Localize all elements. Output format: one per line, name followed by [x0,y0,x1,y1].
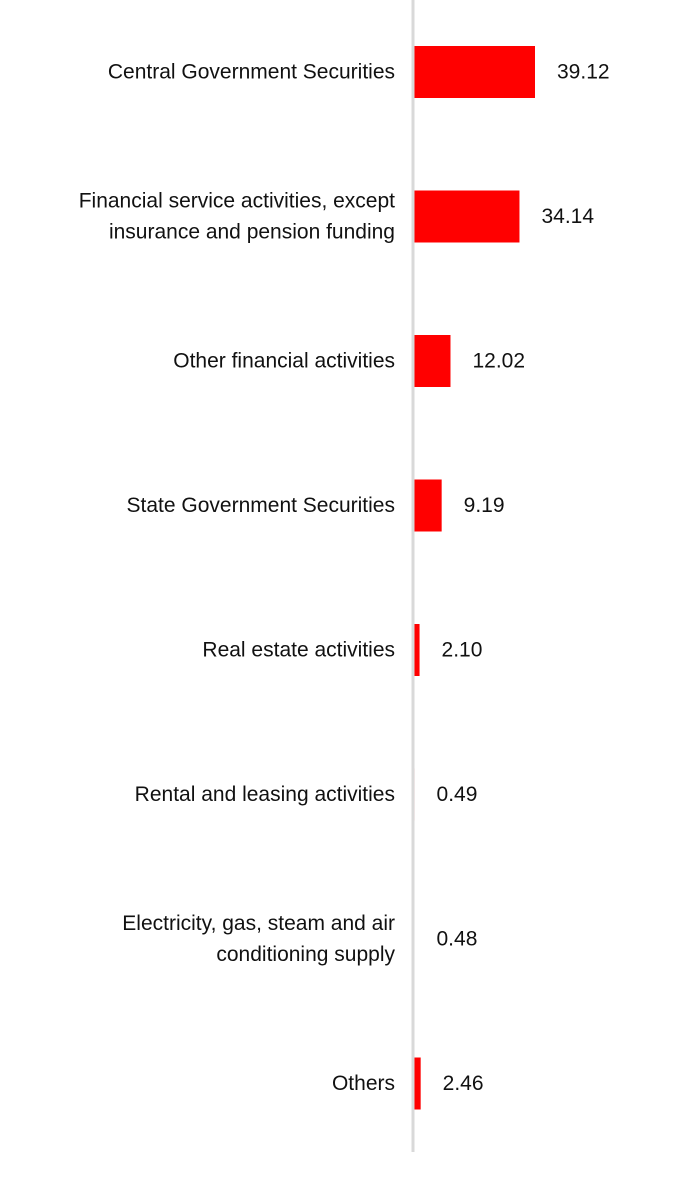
category-label: Real estate activities [202,639,395,662]
value-label: 39.12 [557,61,610,84]
category-label: State Government Securities [127,494,395,517]
value-labels-layer: 39.12 34.14 12.02 9.19 2.10 0.49 0.48 2.46 [437,61,610,1096]
bar [413,624,420,676]
bar [413,190,520,243]
bar [413,46,535,98]
value-label: 12.02 [472,350,525,373]
category-label: Central Government Securities [108,61,395,84]
category-label: Other financial activities [173,350,395,373]
category-labels-layer: Central Government Securities Financial s… [79,61,396,1096]
value-label: 9.19 [464,494,505,517]
bar [413,335,451,387]
category-label: Rental and leasing activities [135,783,395,806]
value-label: 2.10 [442,639,483,662]
value-label: 34.14 [541,205,594,228]
value-label: 0.48 [437,928,478,951]
bar [413,1057,421,1110]
category-label: Financial service activities, except insu… [79,190,395,244]
value-label: 0.49 [437,783,478,806]
value-label: 2.46 [443,1072,484,1095]
category-label: Electricity, gas, steam and air condition… [122,912,395,966]
bar [413,479,442,532]
category-label: Others [332,1072,395,1095]
